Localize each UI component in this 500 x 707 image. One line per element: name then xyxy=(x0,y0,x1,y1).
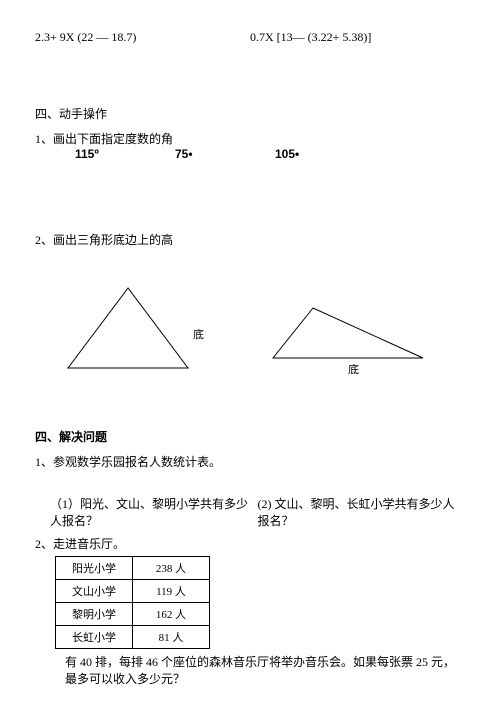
q-draw-angles: 1、画出下面指定度数的角 xyxy=(35,130,465,147)
triangle-2-base-label: 底 xyxy=(348,362,359,376)
cell-school: 文山小学 xyxy=(56,580,133,603)
angle-105: 105• xyxy=(275,147,375,161)
table-row: 长虹小学 81 人 xyxy=(56,626,210,649)
word-problem: 有 40 排，每排 46 个座位的森林音乐厅将举办音乐会。如果每张票 25 元，… xyxy=(35,653,465,687)
triangle-1: 底 xyxy=(58,278,218,378)
triangle-2: 底 xyxy=(263,268,443,378)
angle-115: 115º xyxy=(75,147,175,161)
q-stats-table: 1、参观数学乐园报名人数统计表。 xyxy=(35,453,465,470)
q-draw-height: 2、画出三角形底边上的高 xyxy=(35,231,465,248)
equation-2: 0.7X [13— (3.22+ 5.38)] xyxy=(250,30,465,45)
triangles-row: 底 底 xyxy=(35,268,465,378)
cell-school: 黎明小学 xyxy=(56,603,133,626)
triangle-1-base-label: 底 xyxy=(193,327,204,341)
sub-q1: （1）阳光、文山、黎明小学共有多少人报名？ xyxy=(35,495,258,529)
sub-q2: (2) 文山、黎明、长虹小学共有多少人报名？ xyxy=(258,495,466,529)
enrollment-table: 阳光小学 238 人 文山小学 119 人 黎明小学 162 人 长虹小学 81… xyxy=(55,556,210,649)
angle-75: 75• xyxy=(175,147,275,161)
sub-questions-row: （1）阳光、文山、黎明小学共有多少人报名？ (2) 文山、黎明、长虹小学共有多少… xyxy=(35,495,465,529)
q-music-hall: 2、走进音乐厅。 xyxy=(35,535,465,552)
table-row: 文山小学 119 人 xyxy=(56,580,210,603)
section-hands-on-title: 四、动手操作 xyxy=(35,105,465,122)
cell-count: 119 人 xyxy=(133,580,210,603)
equation-1: 2.3+ 9X (22 — 18.7) xyxy=(35,30,250,45)
cell-school: 阳光小学 xyxy=(56,557,133,580)
triangle-1-shape xyxy=(68,288,188,368)
angle-values-row: 115º 75• 105• xyxy=(35,147,465,161)
cell-count: 81 人 xyxy=(133,626,210,649)
table-row: 黎明小学 162 人 xyxy=(56,603,210,626)
equation-row: 2.3+ 9X (22 — 18.7) 0.7X [13— (3.22+ 5.3… xyxy=(35,30,465,45)
cell-count: 238 人 xyxy=(133,557,210,580)
section-solve-title: 四、解决问题 xyxy=(35,428,465,445)
table-row: 阳光小学 238 人 xyxy=(56,557,210,580)
cell-school: 长虹小学 xyxy=(56,626,133,649)
cell-count: 162 人 xyxy=(133,603,210,626)
triangle-2-shape xyxy=(273,308,423,358)
